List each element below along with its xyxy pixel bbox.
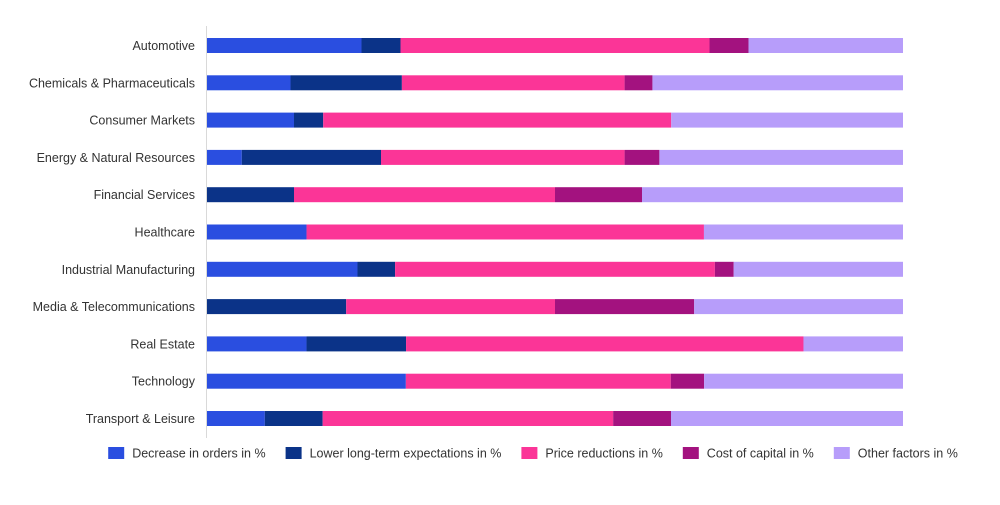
bar-automotive-series-4[interactable] (748, 38, 903, 53)
bar-financial-services-series-1[interactable] (207, 187, 294, 203)
bar-industrial-manufacturing-series-0[interactable] (207, 261, 358, 277)
bar-chemicals-pharmaceuticals-series-1[interactable] (290, 75, 402, 91)
category-label-industrial-manufacturing: Industrial Manufacturing (62, 263, 195, 277)
bar-transport-leisure-series-1[interactable] (264, 411, 323, 426)
bar-energy-natural-resources-series-0[interactable] (207, 149, 242, 165)
bar-real-estate-series-0[interactable] (207, 336, 307, 352)
bar-technology-series-4[interactable] (704, 373, 903, 389)
bar-healthcare-series-0[interactable] (207, 224, 307, 240)
legend-swatch-0 (108, 447, 125, 459)
bar-industrial-manufacturing-series-2[interactable] (395, 261, 715, 277)
bar-technology-series-2[interactable] (405, 373, 671, 389)
legend-label-2: Price reductions in % (545, 447, 662, 461)
bar-consumer-markets-series-0[interactable] (207, 112, 294, 128)
bar-consumer-markets-series-1[interactable] (294, 112, 324, 128)
bar-chemicals-pharmaceuticals-series-4[interactable] (652, 75, 903, 91)
bar-energy-natural-resources-series-2[interactable] (381, 149, 625, 165)
legend-swatch-2 (521, 447, 538, 459)
legend-swatch-3 (682, 447, 699, 459)
bar-financial-services-series-4[interactable] (642, 187, 903, 203)
bar-energy-natural-resources-series-4[interactable] (659, 149, 903, 165)
bar-energy-natural-resources-series-1[interactable] (241, 149, 381, 165)
category-label-financial-services: Financial Services (94, 188, 195, 202)
category-label-media-telecommunications: Media & Telecommunications (33, 300, 195, 314)
bar-industrial-manufacturing-series-3[interactable] (714, 261, 734, 277)
legend-item-4[interactable]: Other factors in % (833, 447, 958, 461)
bar-chemicals-pharmaceuticals-series-2[interactable] (401, 75, 625, 91)
legend-swatch-1 (285, 447, 302, 459)
legend-item-0[interactable]: Decrease in orders in % (108, 447, 266, 461)
bar-real-estate-series-1[interactable] (306, 336, 407, 352)
bar-industrial-manufacturing-series-1[interactable] (357, 261, 396, 277)
bar-consumer-markets-series-2[interactable] (323, 112, 672, 128)
category-label-transport-leisure: Transport & Leisure (86, 412, 195, 426)
bar-transport-leisure-series-4[interactable] (671, 411, 903, 426)
legend-label-0: Decrease in orders in % (132, 447, 265, 461)
legend-label-1: Lower long-term expectations in % (310, 447, 502, 461)
bar-industrial-manufacturing-series-4[interactable] (733, 261, 903, 277)
bar-automotive-series-1[interactable] (361, 38, 401, 53)
bar-financial-services-series-3[interactable] (555, 187, 642, 203)
legend-item-2[interactable]: Price reductions in % (521, 447, 663, 461)
bar-real-estate-series-4[interactable] (803, 336, 903, 352)
bar-automotive-series-0[interactable] (207, 38, 362, 53)
category-labels: Automotive Chemicals & Pharmaceuticals Con… (29, 39, 196, 426)
legend-label-3: Cost of capital in % (707, 447, 814, 461)
bar-transport-leisure-series-3[interactable] (613, 411, 671, 426)
bar-energy-natural-resources-series-3[interactable] (624, 149, 660, 165)
bar-automotive-series-3[interactable] (709, 38, 749, 53)
bar-automotive-series-2[interactable] (400, 38, 710, 53)
plot-area (206, 26, 903, 438)
legend: Decrease in orders in % Lower long-term e… (108, 447, 958, 461)
bar-transport-leisure-series-0[interactable] (207, 411, 265, 426)
bar-technology-series-0[interactable] (207, 373, 406, 389)
bar-chemicals-pharmaceuticals-series-0[interactable] (207, 75, 291, 91)
bar-consumer-markets-series-4[interactable] (671, 112, 903, 128)
bar-media-telecommunications-series-1[interactable] (207, 299, 347, 315)
bar-transport-leisure-series-2[interactable] (322, 411, 614, 426)
category-label-energy-natural-resources: Energy & Natural Resources (37, 151, 195, 165)
bar-media-telecommunications-series-2[interactable] (346, 299, 555, 315)
bar-financial-services-series-2[interactable] (294, 187, 555, 203)
category-label-real-estate: Real Estate (130, 337, 195, 351)
bar-media-telecommunications-series-4[interactable] (694, 299, 903, 315)
legend-label-4: Other factors in % (858, 447, 958, 461)
category-label-automotive: Automotive (132, 39, 195, 53)
bar-healthcare-series-4[interactable] (703, 224, 903, 240)
category-label-chemicals-pharmaceuticals: Chemicals & Pharmaceuticals (29, 76, 195, 90)
legend-swatch-4 (833, 447, 850, 459)
bar-media-telecommunications-series-3[interactable] (555, 299, 695, 315)
legend-item-3[interactable]: Cost of capital in % (682, 447, 814, 461)
legend-item-1[interactable]: Lower long-term expectations in % (285, 447, 502, 461)
category-label-healthcare: Healthcare (135, 226, 195, 240)
bar-chemicals-pharmaceuticals-series-3[interactable] (624, 75, 653, 91)
bar-real-estate-series-2[interactable] (406, 336, 804, 352)
category-label-consumer-markets: Consumer Markets (89, 114, 195, 128)
bar-technology-series-3[interactable] (670, 373, 705, 389)
category-label-technology: Technology (132, 375, 196, 389)
bar-healthcare-series-2[interactable] (306, 224, 704, 240)
